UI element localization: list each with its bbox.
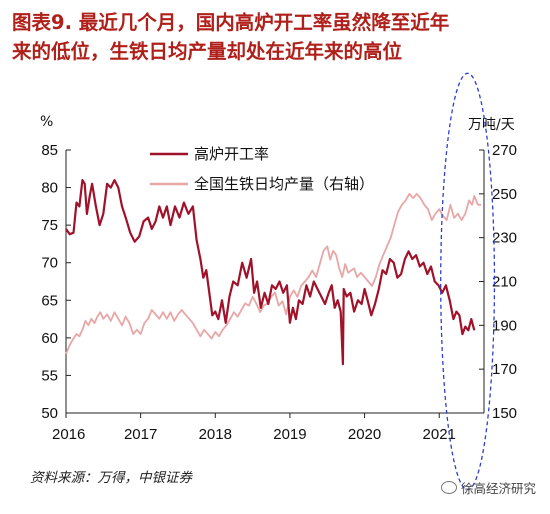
right-tick-label: 250 <box>492 186 517 203</box>
highlight-ellipse <box>440 72 496 491</box>
left-tick-label: 70 <box>41 255 58 272</box>
right-axis-unit: 万吨/天 <box>468 117 515 133</box>
axes <box>65 149 485 418</box>
x-tick-label: 2018 <box>199 426 232 443</box>
left-tick-label: 60 <box>41 330 58 347</box>
highlight-ellipse-shape <box>440 72 496 491</box>
x-tick-label: 2016 <box>52 426 85 443</box>
series-line <box>65 179 476 366</box>
left-axis-unit: % <box>40 114 54 130</box>
series-iron-output <box>65 192 481 355</box>
right-tick-label: 190 <box>492 317 517 334</box>
chart-title-line-1: 图表9. 最近几个月，国内高炉开工率虽然降至近年 <box>12 11 450 34</box>
tick-labels: 50 55 60 65 70 75 80 85 150 170 190 210 230 250 270 201… <box>41 142 517 443</box>
wechat-icon <box>440 481 457 494</box>
right-tick-label: 230 <box>492 230 517 247</box>
left-tick-label: 55 <box>41 367 58 384</box>
left-tick-label: 75 <box>41 217 58 234</box>
left-tick-label: 85 <box>41 142 58 159</box>
source-note: 资料来源：万得，中银证券 <box>30 470 192 486</box>
x-tick-label: 2021 <box>423 426 456 443</box>
x-tick-label: 2019 <box>273 426 306 443</box>
left-tick-label: 50 <box>41 405 58 422</box>
right-tick-label: 210 <box>492 274 517 291</box>
right-tick-label: 150 <box>492 405 517 422</box>
legend-label-blast-furnace-rate: 高炉开工率 <box>194 145 269 163</box>
chart-title: 图表9. 最近几个月，国内高炉开工率虽然降至近年 来的低位，生铁日均产量却处在近… <box>12 8 540 66</box>
watermark-text: 徐高经济研究 <box>460 481 536 496</box>
x-tick-label: 2017 <box>124 426 157 443</box>
right-tick-label: 270 <box>492 142 517 159</box>
left-tick-label: 65 <box>41 292 58 309</box>
chart-title-line-2: 来的低位，生铁日均产量却处在近年来的高位 <box>12 40 403 63</box>
series-line <box>65 192 481 355</box>
legend-label-iron-output: 全国生铁日均产量（右轴） <box>194 175 374 193</box>
left-tick-label: 80 <box>41 180 58 197</box>
right-tick-label: 170 <box>492 361 517 378</box>
series-blast-furnace-rate <box>65 179 476 366</box>
watermark: 徐高经济研究 <box>440 478 536 497</box>
x-tick-label: 2020 <box>348 426 381 443</box>
